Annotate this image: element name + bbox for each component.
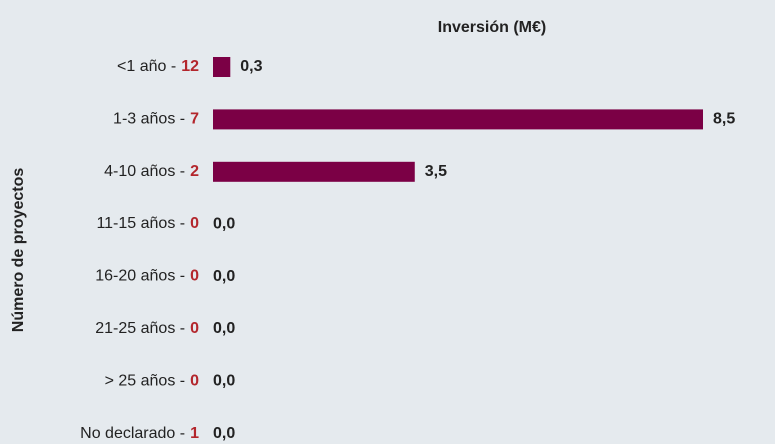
category-name: 4-10 años - — [104, 163, 185, 180]
category-label: > 25 años -0 — [105, 373, 200, 390]
category-name: 16-20 años - — [95, 268, 185, 285]
value-label: 0,0 — [213, 373, 235, 390]
category-name: 21-25 años - — [95, 320, 185, 337]
chart-title: Inversión (M€) — [438, 19, 546, 36]
value-label: 0,0 — [213, 268, 235, 285]
project-count: 0 — [190, 320, 199, 337]
category-label: <1 año - 12 — [117, 58, 199, 75]
category-name: 11-15 años - — [96, 215, 185, 232]
project-count: 1 — [190, 425, 199, 442]
bar — [213, 161, 415, 182]
value-label: 0,0 — [213, 320, 235, 337]
project-count: 0 — [190, 268, 199, 285]
category-label: 16-20 años - 0 — [95, 268, 199, 285]
category-name: <1 año - — [117, 58, 176, 75]
category-label: 1-3 años - 7 — [113, 111, 199, 128]
category-name: > 25 años - — [105, 373, 186, 390]
value-label: 3,5 — [425, 163, 447, 180]
category-name: No declarado - — [80, 425, 185, 442]
category-label: 4-10 años - 2 — [104, 163, 199, 180]
value-label: 0,0 — [213, 425, 235, 442]
category-label: 11-15 años - 0 — [96, 215, 199, 232]
value-label: 0,0 — [213, 215, 235, 232]
value-label: 8,5 — [713, 111, 735, 128]
bar — [213, 57, 231, 77]
project-count: 12 — [181, 58, 199, 75]
category-label: No declarado - 1 — [80, 425, 199, 442]
project-count: 0 — [190, 373, 199, 390]
category-name: 1-3 años - — [113, 111, 185, 128]
value-label: 0,3 — [240, 58, 262, 75]
bar — [213, 109, 703, 130]
project-count: 0 — [190, 215, 199, 232]
category-label: 21-25 años - 0 — [95, 320, 199, 337]
y-axis-label: Número de proyectos — [10, 168, 27, 333]
project-count: 7 — [190, 111, 199, 128]
project-count: 2 — [190, 163, 199, 180]
